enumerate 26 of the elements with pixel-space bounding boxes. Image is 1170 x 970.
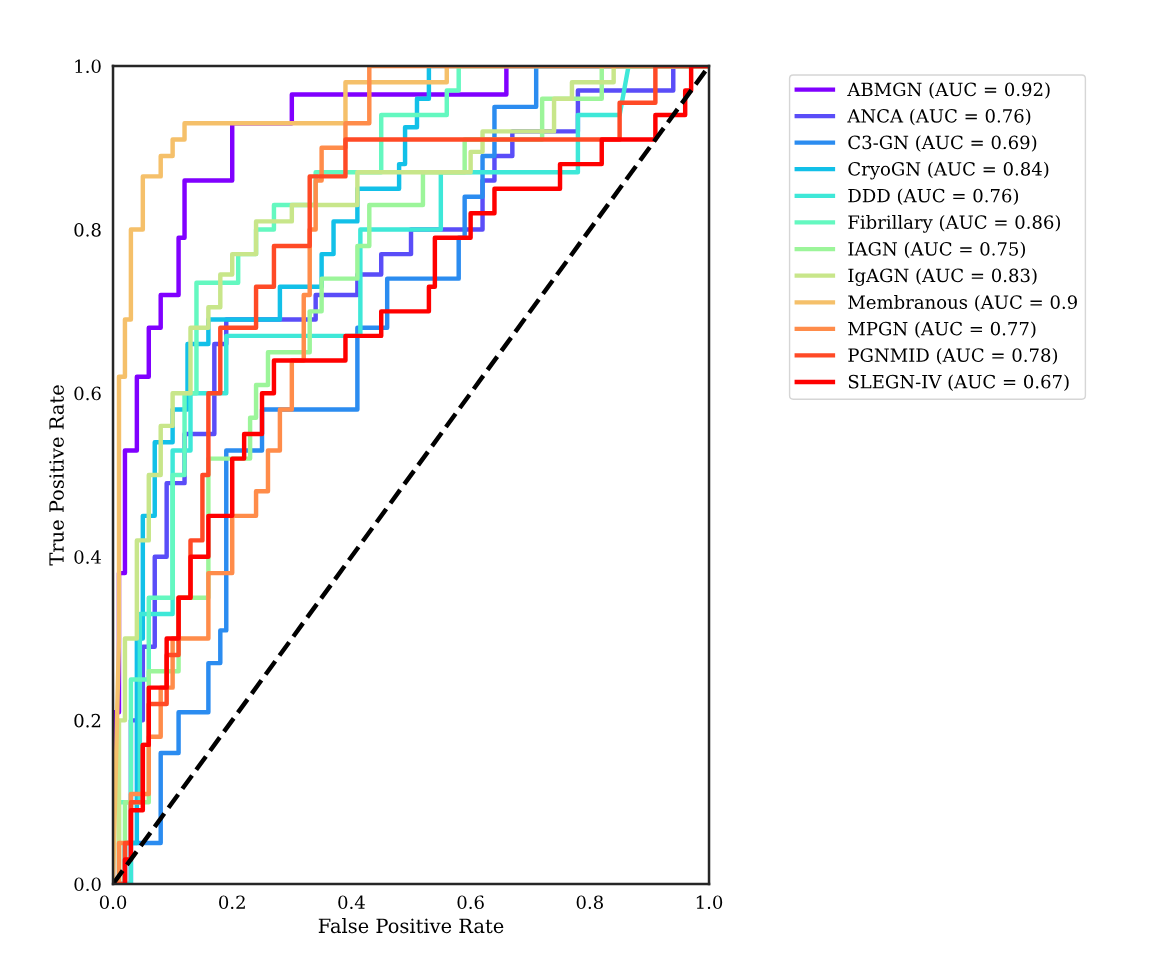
legend-label: IgAGN (AUC = 0.83) (848, 268, 1037, 286)
x-tick-label: 0.4 (338, 895, 365, 910)
x-tick-label: 1.0 (696, 895, 723, 910)
legend-label: DDD (AUC = 0.76) (848, 188, 1019, 206)
legend-label: Membranous (AUC = 0.9 (848, 295, 1077, 312)
x-tick-label: 0.8 (576, 895, 603, 910)
x-tick-label: 0.0 (99, 895, 127, 910)
legend-label: Fibrillary (AUC = 0.86) (848, 214, 1061, 233)
x-tick-label: 0.6 (457, 895, 484, 910)
x-axis-title: False Positive Rate (318, 918, 504, 934)
y-tick-label: 1.0 (75, 59, 101, 74)
y-tick-label: 0.8 (74, 223, 101, 237)
y-tick-label: 0.0 (74, 877, 101, 892)
x-tick-label: 0.2 (219, 895, 245, 910)
y-tick-label: 0.6 (74, 386, 101, 401)
legend-label: IAGN (AUC = 0.75) (848, 241, 1026, 259)
legend-label: ANCA (AUC = 0.76) (847, 108, 1031, 126)
y-tick-label: 0.4 (74, 550, 101, 564)
y-tick-label: 0.2 (74, 713, 101, 728)
legend-label: ABMGN (AUC = 0.92) (847, 82, 1050, 99)
legend-label: CryoGN (AUC = 0.84) (848, 161, 1049, 180)
legend-label: SLEGN-IV (AUC = 0.67) (848, 374, 1069, 392)
legend-label: C3-GN (AUC = 0.69) (848, 135, 1037, 152)
y-axis-title: True Positive Rate (49, 385, 64, 566)
legend-label: MPGN (AUC = 0.77) (848, 321, 1036, 339)
legend-label: PGNMID (AUC = 0.78) (848, 348, 1058, 365)
